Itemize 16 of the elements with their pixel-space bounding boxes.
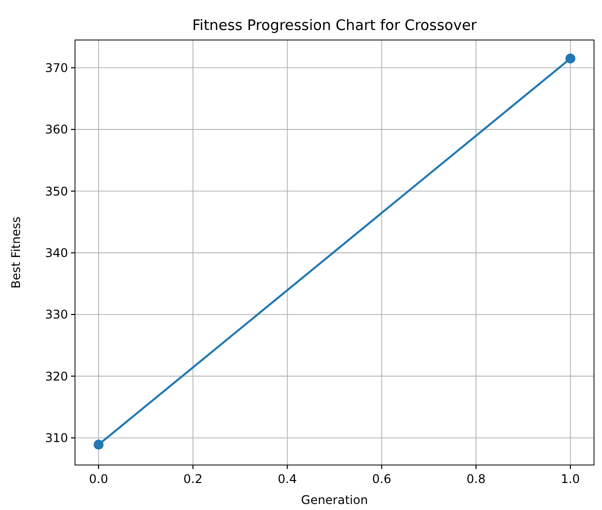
y-tick-label: 320: [45, 369, 68, 384]
y-tick-label: 360: [45, 122, 68, 137]
x-tick-label: 0.0: [89, 472, 108, 486]
y-tick-label: 330: [45, 308, 68, 322]
x-tick-label: 0.4: [278, 472, 297, 486]
y-tick-label: 340: [45, 246, 68, 260]
y-tick-label: 370: [45, 60, 68, 75]
y-axis-title: Best Fitness: [9, 216, 23, 288]
chart-title: Fitness Progression Chart for Crossover: [192, 18, 477, 34]
x-axis-title: Generation: [301, 493, 368, 507]
x-tick-label: 1.0: [560, 472, 580, 486]
y-tick-label: 350: [45, 184, 68, 198]
x-tick-label: 0.8: [466, 472, 486, 486]
x-tick-label: 0.2: [183, 472, 202, 486]
y-tick-label: 310: [45, 431, 68, 446]
x-tick-label: 0.6: [372, 472, 392, 486]
